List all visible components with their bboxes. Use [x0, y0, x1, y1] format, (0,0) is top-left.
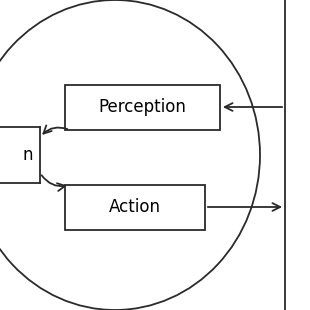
Text: Action: Action: [109, 198, 161, 216]
FancyBboxPatch shape: [65, 85, 220, 130]
Text: Perception: Perception: [99, 99, 186, 117]
FancyBboxPatch shape: [65, 185, 205, 230]
Text: n: n: [23, 146, 33, 164]
